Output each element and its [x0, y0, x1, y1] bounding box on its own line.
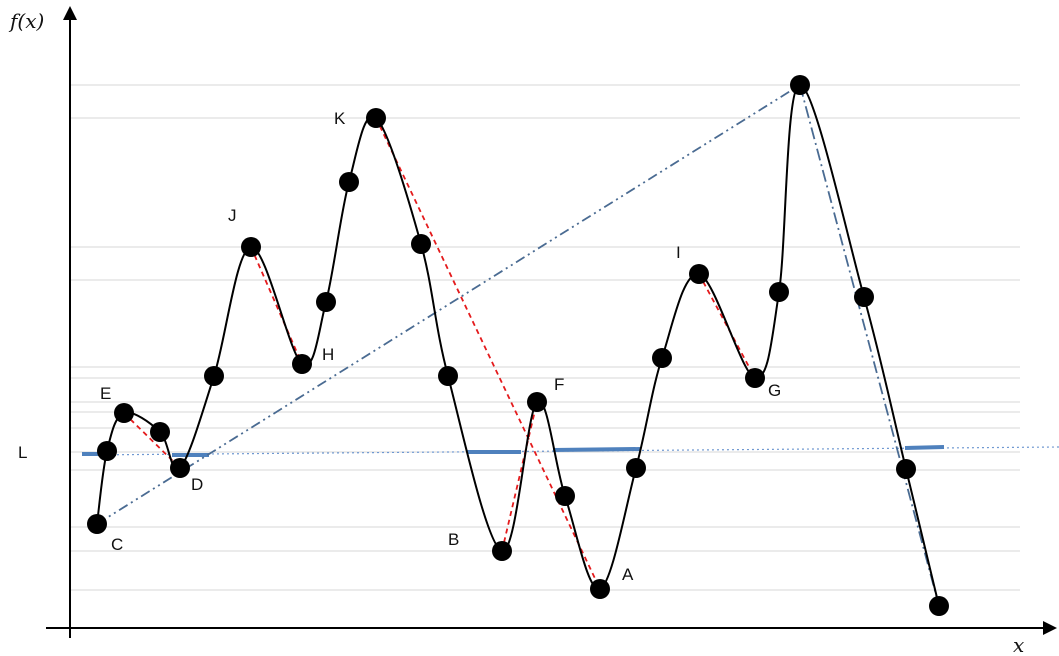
level-segment	[904, 445, 945, 450]
red-dashed-connector	[375, 117, 601, 590]
curve-point	[150, 422, 170, 442]
function-curve	[96, 83, 940, 607]
curve-point	[339, 172, 359, 192]
curve-point	[689, 264, 709, 284]
point-label-k: K	[334, 109, 346, 128]
red-dashed-connector	[250, 246, 303, 365]
blue-dashdot-guide	[799, 84, 940, 607]
curve-point	[292, 354, 312, 374]
point-label-h: H	[322, 345, 334, 364]
curve-point	[929, 596, 949, 616]
guide-lines	[81, 84, 1059, 607]
blue-dashdot-guide	[96, 84, 801, 525]
curve-point	[97, 441, 117, 461]
curve-point	[555, 486, 575, 506]
curve-point	[854, 287, 874, 307]
point-label-a: A	[622, 565, 634, 584]
curve-point	[366, 108, 386, 128]
point-label-c: C	[111, 535, 123, 554]
red-dashed-connector	[698, 273, 756, 379]
point-label-f: F	[554, 375, 564, 394]
curve-point	[790, 75, 810, 95]
curve-point	[769, 282, 789, 302]
red-dashed-connector	[501, 401, 538, 552]
y-axis-arrow	[63, 6, 77, 20]
x-axis-arrow	[1043, 621, 1057, 635]
curve-point	[411, 234, 431, 254]
point-label-d: D	[191, 475, 203, 494]
curve-point	[114, 403, 134, 423]
curve-point	[626, 458, 646, 478]
level-segment	[552, 447, 642, 452]
point-label-j: J	[228, 206, 237, 225]
curve-point	[492, 541, 512, 561]
curve-point	[170, 458, 190, 478]
curve-points	[87, 75, 949, 616]
level-label: L	[18, 443, 27, 462]
x-axis-label: x	[1013, 633, 1024, 656]
curve-point	[590, 579, 610, 599]
y-axis-label: f(x)	[8, 9, 44, 33]
point-label-i: I	[676, 243, 681, 262]
curve-point	[241, 237, 261, 257]
point-label-e: E	[100, 384, 111, 403]
curve-point	[316, 292, 336, 312]
curve-point	[527, 392, 547, 412]
curve-point	[896, 459, 916, 479]
curve-point	[204, 366, 224, 386]
point-label-b: B	[448, 530, 459, 549]
curve-point	[438, 366, 458, 386]
curve-point	[745, 368, 765, 388]
curve-point	[652, 348, 672, 368]
point-label-g: G	[768, 381, 781, 400]
curve-point	[87, 514, 107, 534]
grid-lines	[70, 84, 1020, 591]
